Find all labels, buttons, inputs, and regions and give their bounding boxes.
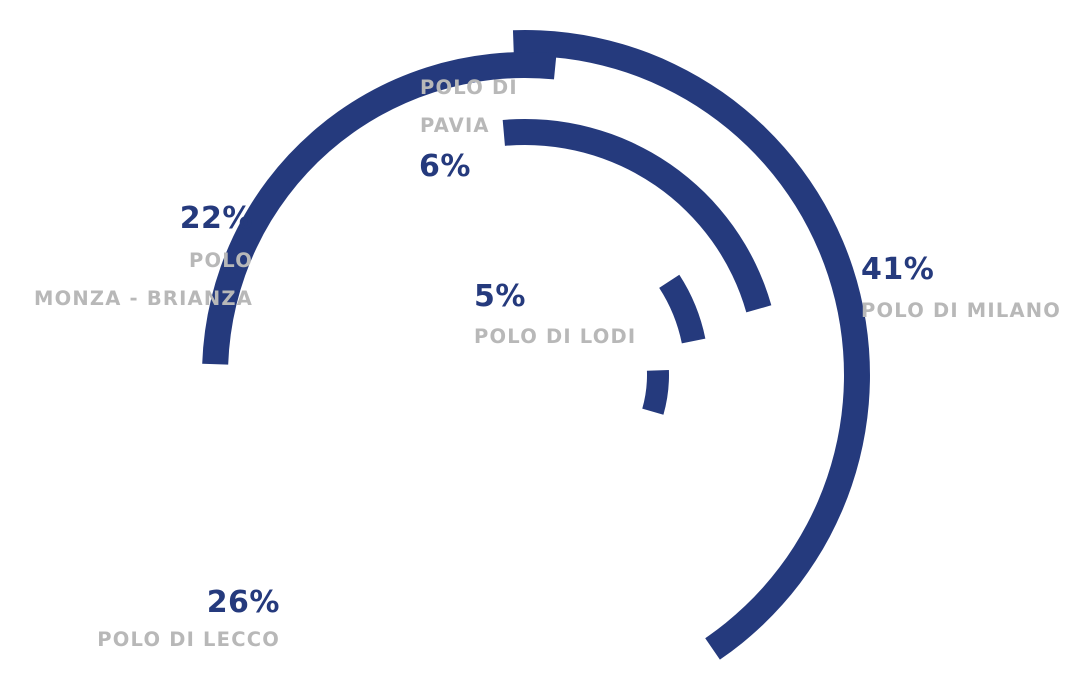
percent-label-lodi: 5% — [474, 279, 526, 314]
arc-lecco — [202, 51, 557, 365]
slice-label-monza-brianza-line2: MONZA - BRIANZA — [34, 287, 253, 310]
arc-monza-brianza — [502, 118, 772, 313]
percent-label-milano: 41% — [861, 252, 934, 287]
label-group-milano: 41% POLO DI MILANO — [861, 252, 1061, 322]
percent-label-pavia: 6% — [419, 149, 471, 184]
arc-lodi — [642, 369, 669, 415]
slice-label-milano: POLO DI MILANO — [861, 299, 1061, 322]
slice-label-pavia-line1: POLO DI — [420, 76, 518, 99]
slice-label-monza-brianza-line1: POLO — [189, 249, 253, 272]
label-group-lecco: 26% POLO DI LECCO — [97, 585, 280, 651]
label-group-lodi: 5% POLO DI LODI — [474, 279, 636, 348]
label-group-monza-brianza: 22% POLO MONZA - BRIANZA — [34, 201, 253, 310]
chart-arcs — [202, 30, 870, 660]
percent-label-monza-brianza: 22% — [180, 201, 253, 236]
slice-label-lodi: POLO DI LODI — [474, 325, 636, 348]
arc-pavia — [659, 274, 706, 344]
percent-label-lecco: 26% — [207, 585, 280, 620]
slice-label-pavia-line2: PAVIA — [420, 114, 490, 137]
slice-label-lecco: POLO DI LECCO — [97, 628, 280, 651]
label-group-pavia: POLO DI PAVIA 6% — [419, 76, 518, 184]
